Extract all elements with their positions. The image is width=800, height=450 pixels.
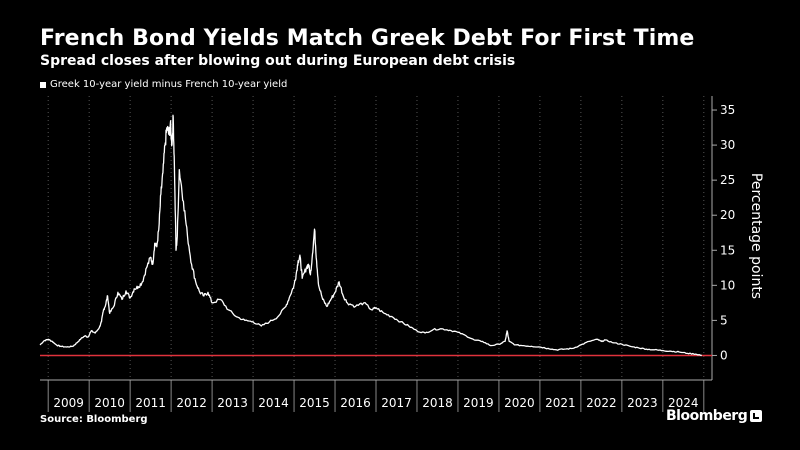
y-tick-label: 0: [720, 348, 728, 362]
x-tick-label: 2012: [176, 396, 207, 410]
x-tick-label: 2010: [94, 396, 125, 410]
y-tick-label: 10: [720, 278, 735, 292]
x-tick-label: 2018: [422, 396, 453, 410]
legend: Greek 10-year yield minus French 10-year…: [40, 79, 287, 90]
y-tick-label: 15: [720, 243, 735, 257]
legend-label: Greek 10-year yield minus French 10-year…: [50, 79, 288, 90]
x-tick-label: 2019: [463, 396, 494, 410]
x-tick-label: 2016: [340, 396, 371, 410]
y-tick-label: 35: [720, 103, 735, 117]
y-axis-label: Percentage points: [748, 173, 764, 299]
x-tick-label: 2009: [53, 396, 84, 410]
x-tick-label: 2021: [545, 396, 576, 410]
x-tick-label: 2024: [668, 396, 699, 410]
brand-logo: Bloomberg: [666, 408, 763, 424]
grid-layer: [47, 96, 705, 380]
x-tick-label: 2013: [217, 396, 248, 410]
brand-name: Bloomberg: [666, 408, 748, 424]
y-tick-label: 5: [720, 313, 728, 327]
y-tick-label: 25: [720, 173, 735, 187]
x-axis: 2009 2010 2011 2012 2013 2014 2015 2016 2017 2018…: [40, 379, 712, 412]
legend-swatch: [40, 81, 46, 88]
x-tick-label: 2014: [258, 396, 289, 410]
x-tick-label: 2022: [586, 396, 617, 410]
y-tick-label: 20: [720, 208, 735, 222]
chart-subtitle: Spread closes after blowing out during E…: [40, 53, 516, 69]
x-tick-label: 2015: [299, 396, 330, 410]
series-layer: [39, 114, 702, 357]
y-tick-label: 30: [720, 138, 735, 152]
chart-title: French Bond Yields Match Greek Debt For …: [40, 26, 695, 51]
x-tick-label: 2020: [504, 396, 535, 410]
series-line: [39, 114, 702, 357]
y-axis: 0 5 10 15 20 25 30 35: [711, 96, 735, 380]
brand-badge-icon: [750, 410, 763, 422]
x-tick-label: 2023: [627, 396, 658, 410]
source-note: Source: Bloomberg: [40, 414, 148, 425]
x-tick-label: 2017: [381, 396, 412, 410]
x-tick-label: 2011: [135, 396, 166, 410]
